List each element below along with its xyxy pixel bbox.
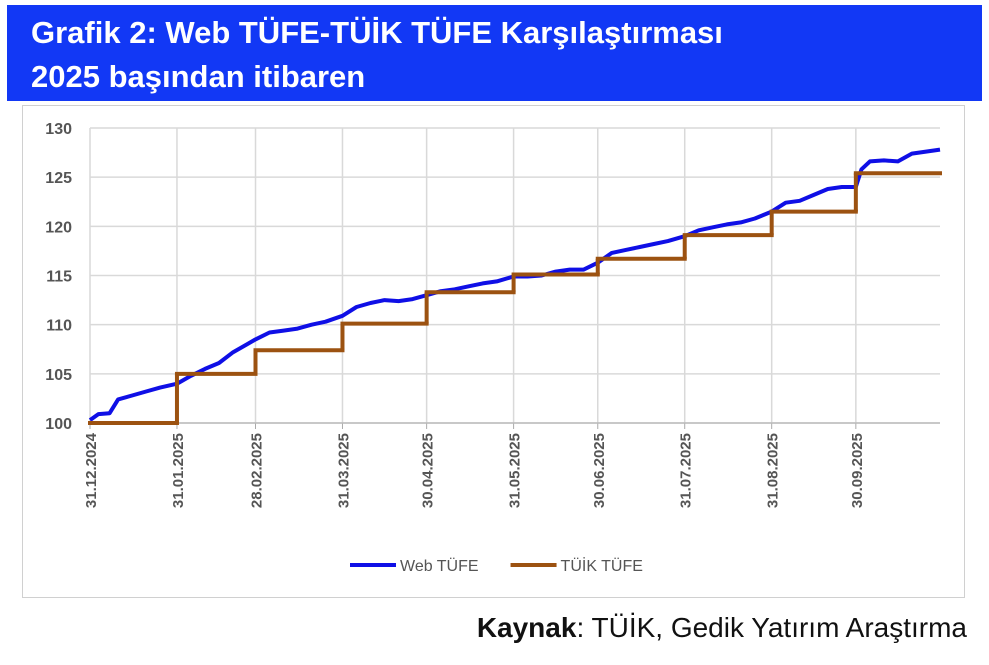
x-tick-label: 31.03.2025 <box>335 433 352 508</box>
y-tick-label: 100 <box>45 416 72 433</box>
chart-title: Grafik 2: Web TÜFE-TÜİK TÜFE Karşılaştır… <box>31 15 723 50</box>
x-tick-label: 31.08.2025 <box>765 433 782 508</box>
x-tick-label: 28.02.2025 <box>249 433 266 508</box>
y-tick-label: 130 <box>45 121 72 138</box>
header-banner: Grafik 2: Web TÜFE-TÜİK TÜFE Karşılaştır… <box>7 5 982 101</box>
y-tick-label: 120 <box>45 219 72 236</box>
legend-label: Web TÜFE <box>400 557 479 575</box>
chart-frame <box>22 105 965 598</box>
x-tick-label: 31.05.2025 <box>507 433 524 508</box>
y-tick-label: 115 <box>46 269 72 286</box>
source-label: Kaynak <box>476 612 577 643</box>
x-tick-label: 30.09.2025 <box>849 433 866 508</box>
y-tick-label: 105 <box>45 367 72 384</box>
x-tick-label: 31.01.2025 <box>170 433 187 508</box>
legend-label: TÜİK TÜFE <box>561 556 643 575</box>
y-tick-label: 110 <box>46 318 72 335</box>
source-note: Kaynak: TÜİK, Gedik Yatırım Araştırma <box>477 612 967 644</box>
x-tick-label: 30.04.2025 <box>420 433 437 508</box>
x-tick-label: 30.06.2025 <box>591 433 608 508</box>
x-tick-label: 31.07.2025 <box>678 433 695 508</box>
y-tick-label: 125 <box>45 170 72 187</box>
x-tick-label: 31.12.2024 <box>83 432 100 508</box>
chart-subtitle: 2025 başından itibaren <box>31 59 366 94</box>
source-text: : TÜİK, Gedik Yatırım Araştırma <box>576 612 967 643</box>
